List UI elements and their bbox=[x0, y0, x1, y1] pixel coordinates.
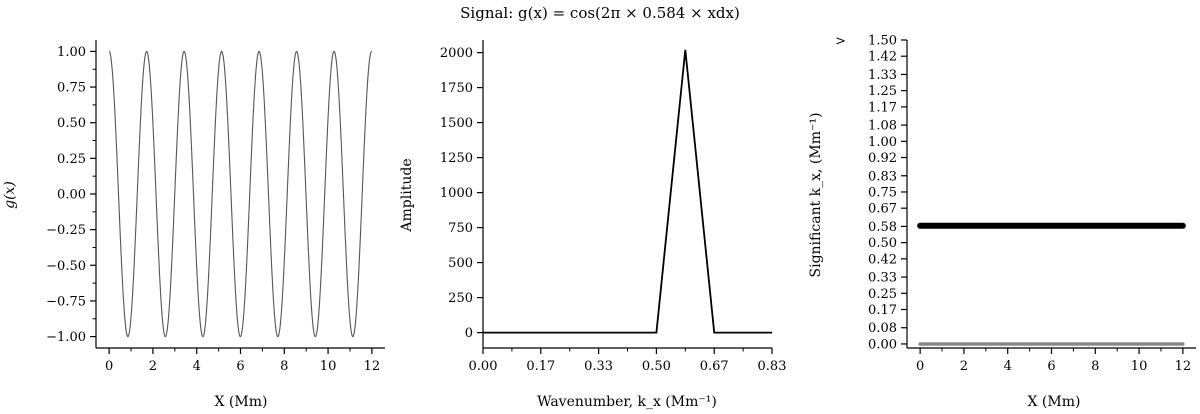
spectrum-y-tick-label: 1750 bbox=[440, 81, 473, 96]
significant-k-y-tick-label: 0.75 bbox=[868, 185, 897, 200]
spectrum-x-tick-label: 0.67 bbox=[700, 359, 729, 374]
spectrum-x-tick-label: 0.83 bbox=[758, 359, 787, 374]
spectrum-y-tick-label: 1000 bbox=[440, 186, 473, 201]
spectrum-x-tick-label: 0.00 bbox=[469, 359, 498, 374]
significant-k-y-tick-label: 0.67 bbox=[868, 202, 897, 217]
significant-k-x-tick-label: 10 bbox=[1131, 359, 1148, 374]
spectrum-x-tick-label: 0.50 bbox=[642, 359, 671, 374]
signal-y-tick-label: −1.00 bbox=[46, 330, 86, 345]
significant-k-y-tick-label: 1.00 bbox=[868, 135, 897, 150]
signal-y-ticks: 1.00 0.75 0.50 0.25 0.00 −0.25 −0.50 −0.75 −1.00 bbox=[46, 45, 96, 345]
significant-k-y-tick-label: 0.83 bbox=[868, 169, 897, 184]
panel-spectrum: 0.00 0.17 0.33 0.50 0.67 0.83 0 250 500 750 1000 1… bbox=[399, 40, 786, 410]
signal-x-tick-label: 6 bbox=[236, 359, 244, 374]
significant-k-y-tick-label: 0.17 bbox=[868, 303, 897, 318]
significant-k-x-tick-label: 12 bbox=[1175, 359, 1192, 374]
significant-k-y-tick-label: 0.50 bbox=[868, 236, 897, 251]
spectrum-y-ticks: 0 250 500 750 1000 1250 1500 1750 2000 bbox=[440, 46, 483, 341]
significant-k-x-tick-label: 2 bbox=[960, 359, 968, 374]
spectrum-curve-layer bbox=[483, 49, 772, 334]
significant-k-y-tick-label: 0.25 bbox=[868, 287, 897, 302]
significant-k-y-tick-label: 0.92 bbox=[868, 151, 897, 166]
signal-x-tick-label: 12 bbox=[364, 359, 381, 374]
significant-k-y-tick-label: 0.08 bbox=[868, 321, 897, 336]
spectrum-x-tick-label: 0.33 bbox=[584, 359, 613, 374]
significant-k-x-tick-label: 6 bbox=[1047, 359, 1055, 374]
spectrum-axes bbox=[482, 40, 772, 349]
signal-x-tick-label: 4 bbox=[193, 359, 201, 374]
panel-signal: 0 2 4 6 8 10 12 1.00 0.75 0.50 0.25 0.00 −0.25 −0.50… bbox=[2, 40, 385, 410]
spectrum-y-tick-label: 1500 bbox=[440, 116, 473, 131]
spectrum-y-tick-label: 2000 bbox=[440, 46, 473, 61]
signal-x-tick-label: 0 bbox=[105, 359, 113, 374]
panel-significant-k: 0 2 4 6 8 10 12 1.501.421.331.251.171.081.000.… bbox=[808, 34, 1196, 410]
spectrum-y-tick-label: 0 bbox=[465, 326, 473, 341]
signal-y-tick-label: 0.25 bbox=[57, 152, 86, 167]
signal-y-tick-label: −0.25 bbox=[46, 223, 86, 238]
significant-k-y-tick-label: 1.33 bbox=[868, 68, 897, 83]
signal-y-axis-label: g(x) bbox=[2, 181, 18, 209]
signal-series-line bbox=[108, 50, 373, 338]
significant-k-y-tick-label: 1.17 bbox=[868, 100, 897, 115]
spectrum-y-tick-label: 750 bbox=[448, 221, 473, 236]
significant-k-x-tick-label: 4 bbox=[1004, 359, 1012, 374]
significant-k-y-tick-label: 1.42 bbox=[868, 50, 897, 65]
significant-k-y-tick-label: 0.33 bbox=[868, 271, 897, 286]
signal-x-tick-label: 10 bbox=[320, 359, 337, 374]
significant-k-x-ticks: 0 2 4 6 8 10 12 bbox=[916, 348, 1191, 374]
significant-k-y-tick-label: 0.00 bbox=[868, 337, 897, 352]
signal-x-tick-label: 8 bbox=[280, 359, 288, 374]
significant-k-x-tick-label: 8 bbox=[1091, 359, 1099, 374]
significant-k-x-tick-label: 0 bbox=[916, 359, 924, 374]
significant-k-y-ticks: 1.501.42 1.331.251.17 1.081.000.92 0.830.75… bbox=[868, 34, 907, 352]
spectrum-y-tick-label: 250 bbox=[448, 291, 473, 306]
signal-x-tick-label: 2 bbox=[149, 359, 157, 374]
spectrum-y-axis-label: Amplitude bbox=[399, 158, 415, 232]
signal-y-tick-label: 1.00 bbox=[57, 45, 86, 60]
significant-k-y-tick-label: 0.42 bbox=[868, 252, 897, 267]
figure-title: Signal: g(x) = cos(2π × 0.584 × xdx) bbox=[460, 4, 740, 22]
signal-y-tick-label: −0.75 bbox=[46, 294, 86, 309]
spectrum-x-axis-label: Wavenumber, k_x (Mm⁻¹) bbox=[537, 394, 717, 410]
signal-x-ticks: 0 2 4 6 8 10 12 bbox=[105, 348, 380, 374]
significant-k-y-tick-label: 1.25 bbox=[868, 84, 897, 99]
signal-y-tick-label: 0.75 bbox=[57, 81, 86, 96]
signal-axes bbox=[95, 40, 385, 349]
signal-x-axis-label: X (Mm) bbox=[215, 394, 268, 410]
significant-k-y-tick-label: 1.50 bbox=[868, 34, 897, 49]
significant-k-y-tick-label: 1.08 bbox=[868, 119, 897, 134]
significant-k-axes bbox=[906, 40, 1196, 349]
significant-k-curve-layer bbox=[917, 222, 1186, 346]
signal-curve-layer bbox=[108, 50, 373, 338]
signal-y-tick-label: 0.50 bbox=[57, 116, 86, 131]
signal-y-tick-label: −0.50 bbox=[46, 259, 86, 274]
significant-k-top-marker: > bbox=[835, 34, 846, 49]
spectrum-y-tick-label: 500 bbox=[448, 256, 473, 271]
spectrum-x-ticks: 0.00 0.17 0.33 0.50 0.67 0.83 bbox=[469, 348, 787, 374]
spectrum-series-line bbox=[483, 49, 772, 334]
significant-k-x-axis-label: X (Mm) bbox=[1028, 394, 1081, 410]
spectrum-x-tick-label: 0.17 bbox=[526, 359, 555, 374]
significant-k-y-axis-label: Significant k_x, (Mm⁻¹) bbox=[808, 113, 824, 278]
spectrum-y-tick-label: 1250 bbox=[440, 151, 473, 166]
signal-y-tick-label: 0.00 bbox=[57, 188, 86, 203]
significant-k-y-tick-label: 0.58 bbox=[868, 220, 897, 235]
